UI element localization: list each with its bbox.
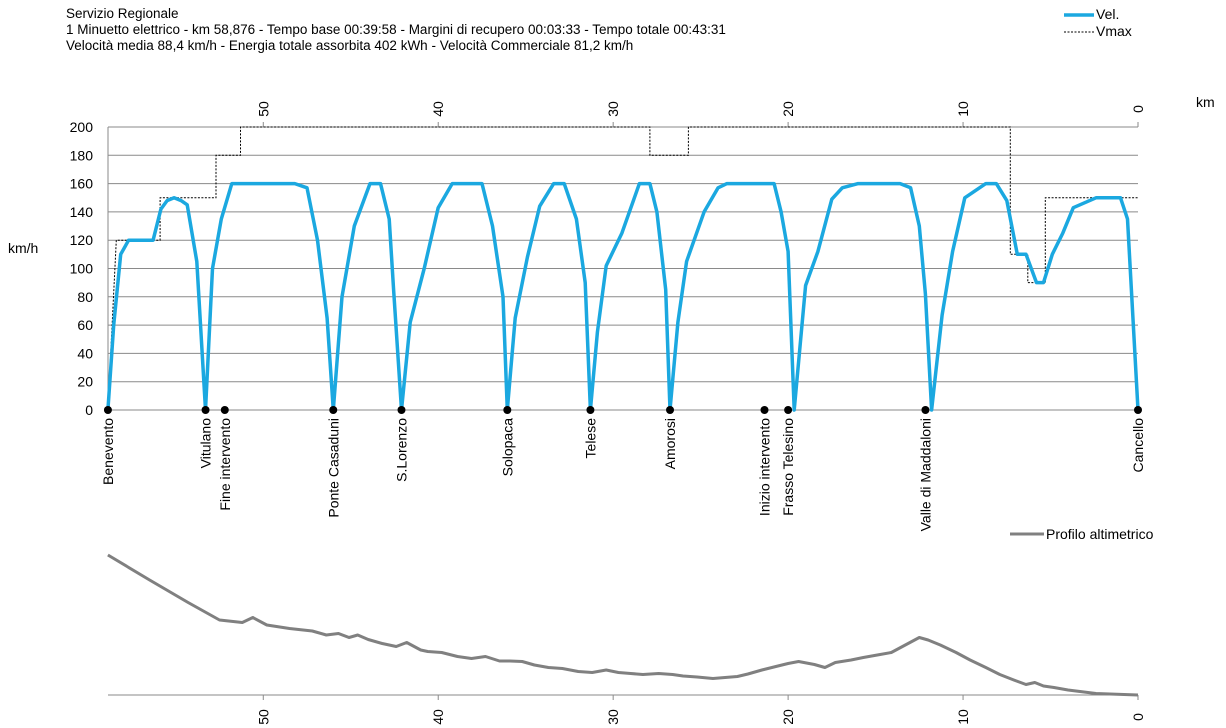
speed-axes: 0 20 40 60 80 100 120 140 160 180 200 km/h km 0 10 20 30… [8, 94, 1215, 418]
service-title: Servizio Regionale [66, 6, 179, 21]
station-label: Amorosi [662, 418, 678, 469]
speed-y-tick-label: 40 [77, 345, 93, 361]
top-km-tick-label: 10 [955, 101, 971, 117]
legend-vel-label: Vel. [1096, 6, 1119, 22]
top-km-tick-label: 50 [255, 101, 271, 117]
elevation-axes: 0 10 20 30 40 50 [108, 694, 1146, 725]
top-km-tick-label: 20 [780, 101, 796, 117]
speed-y-tick-label: 140 [70, 204, 94, 220]
vmax-series-line [107, 126, 1138, 411]
speed-y-tick-label: 0 [85, 402, 93, 418]
elevation-x-tick-label: 40 [430, 709, 446, 725]
station-label: Vitulano [198, 418, 214, 469]
station-dot [201, 406, 210, 414]
speed-y-tick-label: 180 [70, 147, 94, 163]
elevation-profile-line [107, 553, 1139, 697]
elevation-x-tick-label: 50 [255, 709, 271, 725]
station-dot [921, 406, 930, 414]
elevation-x-tick-label: 20 [780, 709, 796, 725]
station-label: Telese [582, 418, 598, 459]
station-label: Benevento [100, 418, 116, 485]
station-label: Fine intervento [217, 418, 233, 511]
speed-y-tick-label: 200 [70, 119, 94, 135]
legend-vmax-label: Vmax [1096, 23, 1132, 39]
station-label: Valle di Maddaloni [917, 418, 933, 531]
station-dot [220, 406, 229, 414]
station-dot [103, 406, 112, 414]
station-label: Cancello [1130, 418, 1146, 473]
station-dot [503, 406, 512, 414]
train-summary: 1 Minuetto elettrico - km 58,876 - Tempo… [66, 22, 726, 37]
elevation-x-tick-label: 0 [1130, 713, 1146, 721]
station-label: Solopaca [499, 418, 515, 477]
speed-y-tick-label: 120 [70, 232, 94, 248]
speed-x-axis-label: km [1196, 94, 1215, 110]
elevation-x-tick-label: 10 [955, 709, 971, 725]
speed-y-tick-label: 80 [77, 289, 93, 305]
station-dot [586, 406, 595, 414]
elevation-series [107, 553, 1139, 697]
speed-energy-summary: Velocità media 88,4 km/h - Energia total… [66, 38, 634, 53]
station-label: Frasso Telesino [780, 418, 796, 516]
station-dot [784, 406, 793, 414]
elevation-x-tick-label: 30 [605, 709, 621, 725]
speed-grid [108, 126, 1138, 411]
station-dot [760, 406, 769, 414]
station-markers: Benevento Vitulano Fine intervento Ponte Ca… [100, 406, 1146, 531]
station-label: S.Lorenzo [393, 418, 409, 482]
station-label: Ponte Casaduni [325, 418, 341, 518]
station-dot [666, 406, 675, 414]
speed-y-tick-label: 160 [70, 176, 94, 192]
station-dot [329, 406, 338, 414]
top-km-tick-label: 30 [605, 101, 621, 117]
speed-y-tick-label: 20 [77, 374, 93, 390]
station-dot [397, 406, 406, 414]
legend-elevation-label: Profilo altimetrico [1046, 526, 1154, 542]
speed-y-axis-label: km/h [8, 240, 38, 256]
speed-y-tick-label: 100 [70, 261, 94, 277]
top-km-tick-label: 40 [430, 101, 446, 117]
speed-series [106, 126, 1140, 412]
legends: Vel.Vmax Profilo altimetrico [1010, 6, 1154, 542]
station-dot [1134, 406, 1142, 414]
station-label: Inizio intervento [756, 418, 772, 516]
speed-y-tick-label: 60 [77, 317, 93, 333]
chart-header: Servizio Regionale 1 Minuetto elettrico … [66, 6, 726, 54]
velocity-series-line [106, 181, 1140, 412]
top-km-tick-label: 0 [1130, 105, 1146, 113]
